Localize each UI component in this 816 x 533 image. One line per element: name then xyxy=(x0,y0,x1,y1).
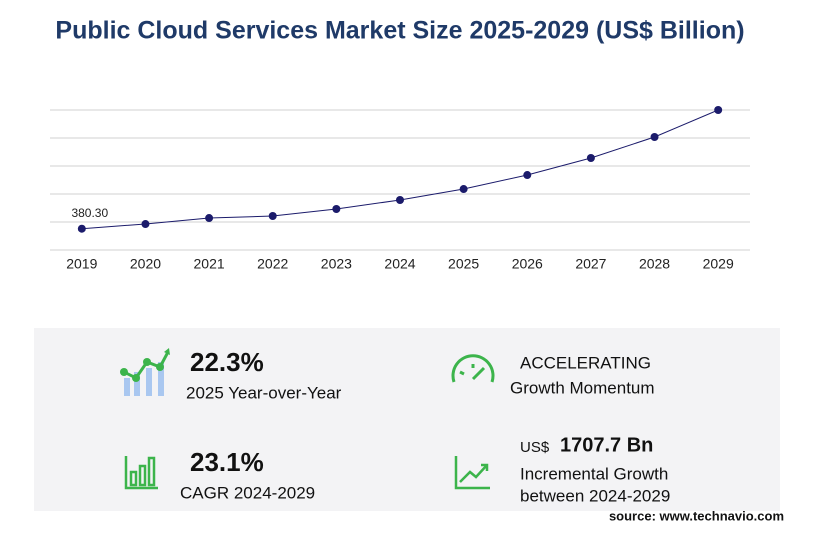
point xyxy=(141,220,150,229)
momentum-value: ACCELERATING xyxy=(520,353,651,372)
point xyxy=(523,171,532,180)
incremental-icon xyxy=(454,456,490,490)
point xyxy=(396,195,404,204)
yoy-icon xyxy=(120,348,170,396)
line xyxy=(81,109,719,230)
point xyxy=(714,106,723,114)
stats-panel xyxy=(34,328,780,511)
value-label: 380.30 xyxy=(71,206,108,220)
point xyxy=(586,153,595,162)
incremental-label: Incremental Growth xyxy=(520,464,668,483)
x-tick-label: 2029 xyxy=(703,256,734,272)
x-tick-label: 2027 xyxy=(575,256,606,272)
point xyxy=(459,185,468,194)
yoy-value: 22.3% xyxy=(190,347,264,377)
x-tick-label: 2025 xyxy=(448,256,479,272)
x-tick-label: 2022 xyxy=(257,256,288,272)
plot: 2019 2020 2021 2022 2023 2024 2025 2026 2027 2028… xyxy=(50,106,750,272)
cagr-label: CAGR 2024-2029 xyxy=(180,483,315,502)
cagr-value: 23.1% xyxy=(190,447,264,477)
x-tick-label: 2020 xyxy=(130,256,161,272)
incremental-label-2: between 2024-2029 xyxy=(520,486,670,505)
point xyxy=(77,224,86,233)
yoy-label: 2025 Year-over-Year xyxy=(186,383,342,402)
point xyxy=(268,212,277,221)
x-tick-label: 2028 xyxy=(639,256,670,272)
x-tick-label: 2021 xyxy=(194,256,225,272)
point xyxy=(332,205,341,214)
x-tick-label: 2026 xyxy=(512,256,543,272)
x-tick-label: 2023 xyxy=(321,256,352,272)
cagr-icon xyxy=(124,456,158,490)
x-tick-label: 2019 xyxy=(66,256,97,272)
momentum-icon xyxy=(451,354,495,383)
incremental-value: 1707.7 Bn xyxy=(560,434,653,456)
source: source: www.technavio.com xyxy=(609,508,784,523)
point xyxy=(650,132,659,141)
point xyxy=(205,214,214,223)
momentum-label: Growth Momentum xyxy=(510,378,655,397)
incremental-unit: US$ xyxy=(520,439,550,456)
chart-title: Public Cloud Services Market Size 2025-2… xyxy=(55,17,744,45)
x-tick-label: 2024 xyxy=(384,256,415,272)
